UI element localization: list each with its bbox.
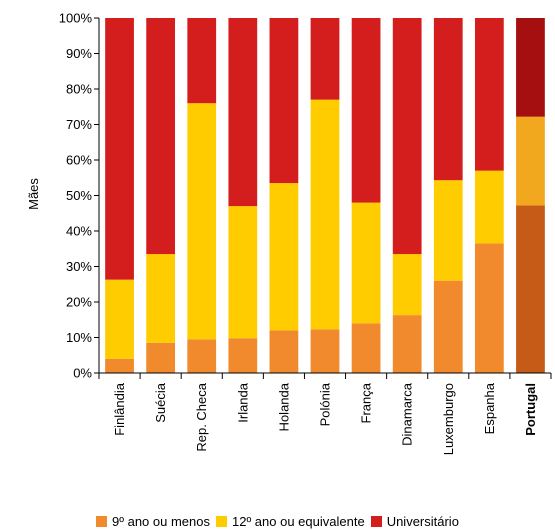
legend-swatch-universitario [370, 515, 382, 527]
bar-segment-1-10 [474, 243, 504, 373]
x-category-label: Finlândia [112, 382, 127, 436]
stacked-bar-chart: Mães 0% 10% 20% 30% 40% 50% 60% 70% 80% 90% 100% F… [26, 11, 552, 455]
bar-segment-2-8 [392, 254, 422, 316]
bar-segment-2-4 [228, 206, 258, 339]
bar-segment-3-10 [474, 18, 504, 171]
bar-segment-2-6 [310, 99, 340, 330]
category-labels: Finlândia Suécia Rep. Checa Irlanda Holanda P… [112, 382, 538, 455]
y-tick-label: 10% [66, 330, 92, 345]
bar-segment-3-5 [269, 18, 299, 184]
y-tick-label: 80% [66, 82, 92, 97]
bar-segment-1-11 [516, 205, 545, 373]
bar-segment-3-6 [310, 18, 340, 100]
y-tick-label: 40% [66, 224, 92, 239]
bar-segment-1-1 [105, 358, 134, 373]
bar-segment-1-2 [146, 342, 176, 373]
x-category-label: Irlanda [235, 382, 250, 423]
x-category-label: Dinamarca [400, 382, 415, 446]
bar-segment-3-4 [228, 18, 258, 207]
bar-segment-3-8 [392, 18, 422, 255]
y-tick-label: 30% [66, 259, 92, 274]
x-category-label: Luxemburgo [441, 383, 456, 455]
y-tick-label: 0% [73, 366, 92, 381]
bar-segment-2-5 [269, 183, 299, 331]
legend-item-universitario: Universitário [370, 513, 459, 529]
y-tick-label: 20% [66, 295, 92, 310]
y-tick-label: 60% [66, 153, 92, 168]
bar-segment-1-3 [187, 339, 217, 373]
bars [105, 18, 545, 373]
legend-item-12ano: 12º ano ou equivalente [215, 513, 365, 529]
bar-segment-1-6 [310, 329, 340, 373]
y-tick-label: 70% [66, 117, 92, 132]
bar-segment-3-9 [433, 18, 463, 181]
x-category-label: Espanha [482, 382, 497, 434]
y-tick-label: 90% [66, 46, 92, 61]
bar-segment-1-8 [392, 315, 422, 373]
bar-segment-3-11 [516, 18, 545, 117]
bar-segment-2-11 [516, 116, 545, 206]
y-tick-label: 100% [59, 11, 93, 26]
bar-segment-1-7 [351, 323, 381, 373]
bar-segment-3-1 [105, 18, 134, 280]
bar-segment-2-9 [433, 180, 463, 281]
legend: 9º ano ou menos 12º ano ou equivalente U… [96, 513, 465, 529]
bar-segment-2-3 [187, 103, 217, 340]
x-category-label: França [359, 382, 374, 423]
y-axis-ticks: 0% 10% 20% 30% 40% 50% 60% 70% 80% 90% 100% [59, 11, 99, 381]
x-category-label: Polónia [318, 382, 333, 426]
legend-swatch-12ano [215, 515, 227, 527]
legend-swatch-9ano [96, 515, 107, 527]
bar-segment-2-10 [474, 170, 504, 244]
legend-label-9ano: 9º ano ou menos [112, 513, 210, 529]
legend-item-9ano: 9º ano ou menos [96, 514, 210, 529]
bar-segment-1-4 [228, 338, 258, 373]
legend-label-12ano: 12º ano ou equivalente [231, 513, 365, 529]
axes [98, 18, 552, 379]
bar-segment-3-7 [351, 18, 381, 203]
bar-segment-2-7 [351, 202, 381, 324]
bar-segment-3-3 [187, 18, 217, 104]
x-category-label: Portugal [523, 383, 538, 436]
x-category-label: Holanda [276, 382, 291, 431]
bar-segment-1-5 [269, 330, 299, 373]
bar-segment-2-2 [146, 254, 176, 343]
bar-segment-2-1 [105, 279, 134, 359]
y-tick-label: 50% [66, 188, 92, 203]
legend-label-universitario: Universitário [386, 513, 459, 529]
x-category-label: Rep. Checa [194, 382, 209, 451]
x-category-label: Suécia [153, 382, 168, 423]
y-axis-label: Mães [26, 178, 41, 210]
bar-segment-3-2 [146, 18, 176, 255]
bar-segment-1-9 [433, 280, 463, 373]
